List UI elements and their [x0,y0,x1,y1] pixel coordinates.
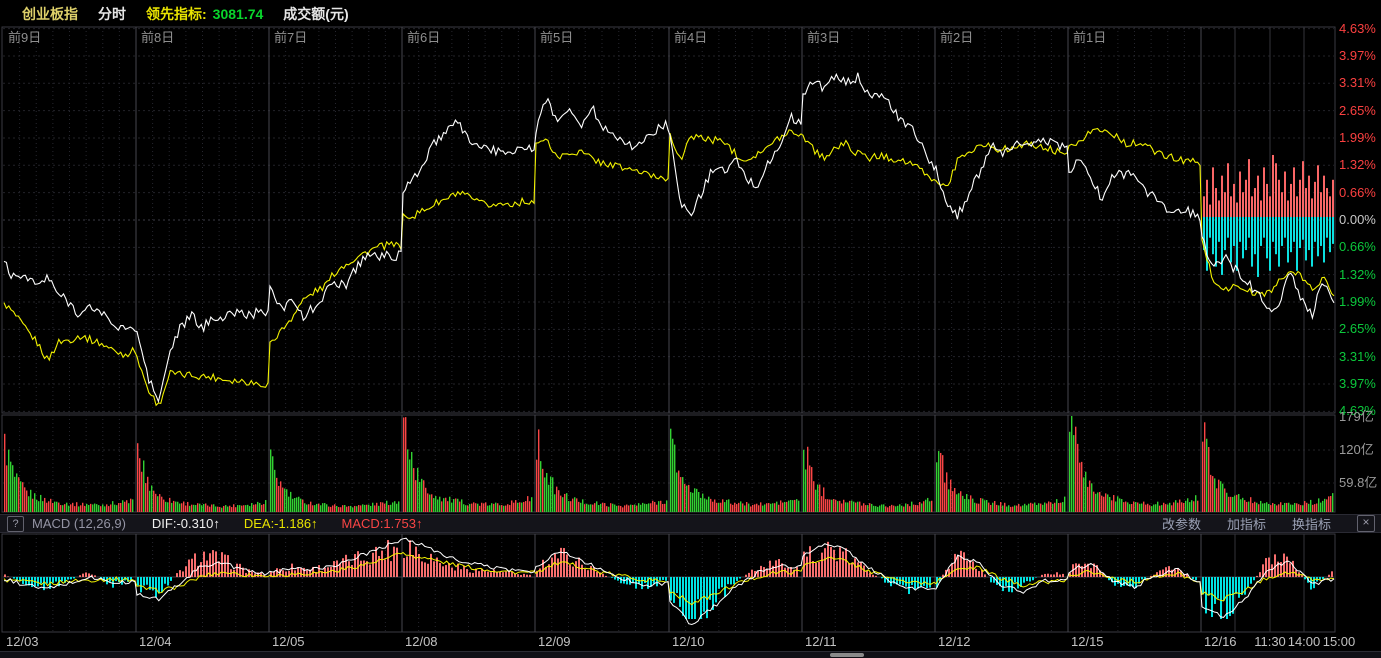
day-label-2: 前2日 [940,30,974,45]
x-axis-date-label: 12/05 [272,634,305,649]
y-axis-percent-label: 1.32% [1339,266,1376,282]
y-axis-percent-label: 1.32% [1339,157,1376,173]
leading-indicator-value: 3081.74 [212,5,264,22]
x-axis-date-label: 12/15 [1071,634,1104,649]
y-axis-percent-label: 3.31% [1339,75,1376,91]
close-indicator-icon[interactable]: × [1357,515,1375,532]
switch-indicator-button[interactable]: 换指标 [1291,517,1331,532]
help-icon[interactable]: ? [7,515,24,532]
volume-axis-label: 120亿 [1339,442,1374,457]
chart-header: 创业板指 分时 领先指标: 3081.74 成交额(元) [0,0,1381,27]
day-label-9: 前9日 [8,30,42,45]
scrollbar-thumb[interactable] [830,653,864,657]
day-label-8: 前8日 [141,30,175,45]
leading-indicator-label: 领先指标: [146,5,207,22]
x-axis-date-label: 12/03 [6,634,39,649]
turnover-label: 成交额(元) [283,5,349,22]
x-axis-time-label: 14:00 [1287,634,1321,649]
bottom-scrollbar-track[interactable] [0,651,1381,658]
macd-dif-value: DIF:-0.310↑ [151,516,220,531]
symbol-name: 创业板指 [22,5,78,22]
day-label-7: 前7日 [274,30,308,45]
day-label-3: 前3日 [807,30,841,45]
x-axis-time-label: 11:30 [1254,634,1286,649]
macd-toolbar: ? MACD (12,26,9) DIF:-0.310↑ DEA:-1.186↑… [0,514,1381,533]
x-axis-date-label: 12/12 [938,634,971,649]
y-axis-percent-label: 4.63% [1339,20,1376,36]
y-axis-percent-label: 0.66% [1339,239,1376,255]
y-axis-percent-label: 3.31% [1339,348,1376,364]
y-axis-percent-label: 0.00% [1339,211,1376,227]
y-axis-percent-label: 4.63% [1339,403,1376,419]
macd-dea-value: DEA:-1.186↑ [243,516,318,531]
x-axis-date-label: 12/09 [538,634,571,649]
y-axis-percent-label: 2.65% [1339,102,1376,118]
x-axis-date-label: 12/08 [405,634,438,649]
volume-axis-label: 59.8亿 [1339,475,1378,490]
indicator-name[interactable]: MACD (12,26,9) [32,516,126,531]
x-axis-time-label: 15:00 [1322,634,1356,649]
y-axis-percent-label: 1.99% [1339,129,1376,145]
x-axis-date-label: 12/16 [1204,634,1237,649]
x-axis-date-label: 12/11 [805,634,837,649]
add-indicator-button[interactable]: 加指标 [1226,517,1266,532]
y-axis-percent-label: 3.97% [1339,376,1376,392]
change-params-button[interactable]: 改参数 [1161,517,1201,532]
volume-axis-label: 179亿 [1339,409,1374,424]
y-axis-percent-label: 3.97% [1339,47,1376,63]
y-axis-percent-label: 2.65% [1339,321,1376,337]
day-label-1: 前1日 [1073,30,1107,45]
day-label-5: 前5日 [540,30,574,45]
macd-hist-value: MACD:1.753↑ [341,516,423,531]
day-label-4: 前4日 [674,30,708,45]
day-label-6: 前6日 [407,30,441,45]
chart-mode-label: 分时 [98,5,126,22]
y-axis-percent-label: 1.99% [1339,294,1376,309]
x-axis-date-label: 12/10 [672,634,705,649]
x-axis-date-label: 12/04 [139,634,172,649]
y-axis-percent-label: 0.66% [1339,184,1376,200]
